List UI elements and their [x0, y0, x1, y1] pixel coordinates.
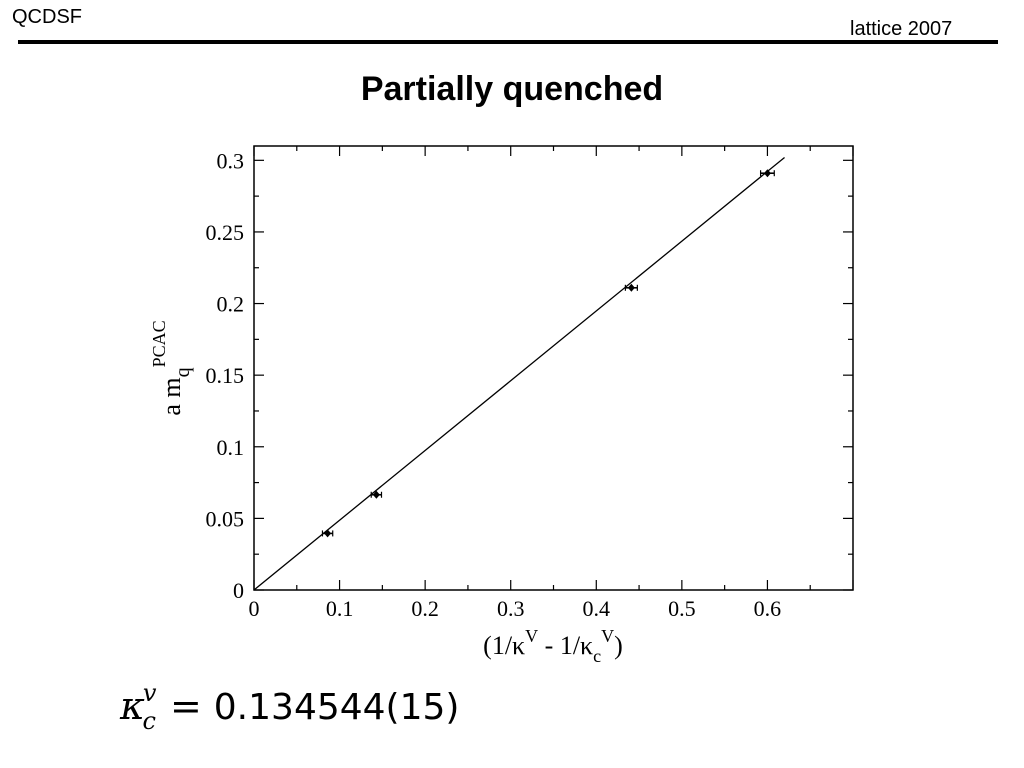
x-tick-label: 0.6	[754, 596, 782, 621]
point-marker	[627, 283, 635, 292]
conference-label: lattice 2007	[850, 18, 953, 40]
y-tick-label: 0	[233, 578, 244, 603]
data-point	[624, 283, 638, 292]
brand-label: QCDSF	[12, 6, 82, 28]
x-axis-label: (1/κV - 1/κcV)	[483, 626, 623, 666]
y-tick-label: 0.15	[206, 363, 245, 388]
formula-value: 0.134544(15)	[213, 687, 460, 728]
point-marker	[372, 490, 380, 499]
formula-symbol: κ	[120, 684, 145, 728]
y-tick-label: 0.1	[217, 435, 245, 460]
formula-subscript: c	[142, 707, 156, 735]
fit-line	[253, 156, 785, 591]
y-tick-label: 0.3	[217, 148, 245, 173]
fit-line-group	[253, 156, 785, 591]
point-marker	[324, 529, 332, 538]
formula-superscript: v	[142, 679, 157, 707]
axis-ticks: 0 0.1 0.2 0.3 0.4 0.5 0.6 0 0.05 0.1 0.15 0.2 0.25 0.…	[206, 146, 854, 621]
y-tick-label: 0.2	[217, 292, 245, 317]
x-tick-label: 0.3	[497, 596, 525, 621]
data-point	[370, 490, 383, 499]
x-tick-label: 0.4	[583, 596, 611, 621]
x-tick-label: 0.5	[668, 596, 696, 621]
y-tick-label: 0.05	[206, 506, 245, 531]
kappa-critical-formula: κvc = 0.134544(15)	[120, 676, 459, 736]
data-point	[759, 169, 775, 178]
slide-title: Partially quenched	[360, 70, 664, 108]
x-tick-label: 0.1	[326, 596, 354, 621]
formula-equals: =	[169, 684, 202, 728]
x-tick-label: 0	[249, 596, 260, 621]
point-marker	[763, 169, 771, 178]
data-points	[321, 169, 775, 538]
plot-frame	[253, 145, 854, 591]
x-tick-label: 0.2	[411, 596, 439, 621]
y-axis-label: a mqPCAC	[149, 320, 194, 415]
data-point	[321, 529, 334, 538]
header-divider	[18, 40, 998, 44]
y-tick-label: 0.25	[206, 220, 245, 245]
